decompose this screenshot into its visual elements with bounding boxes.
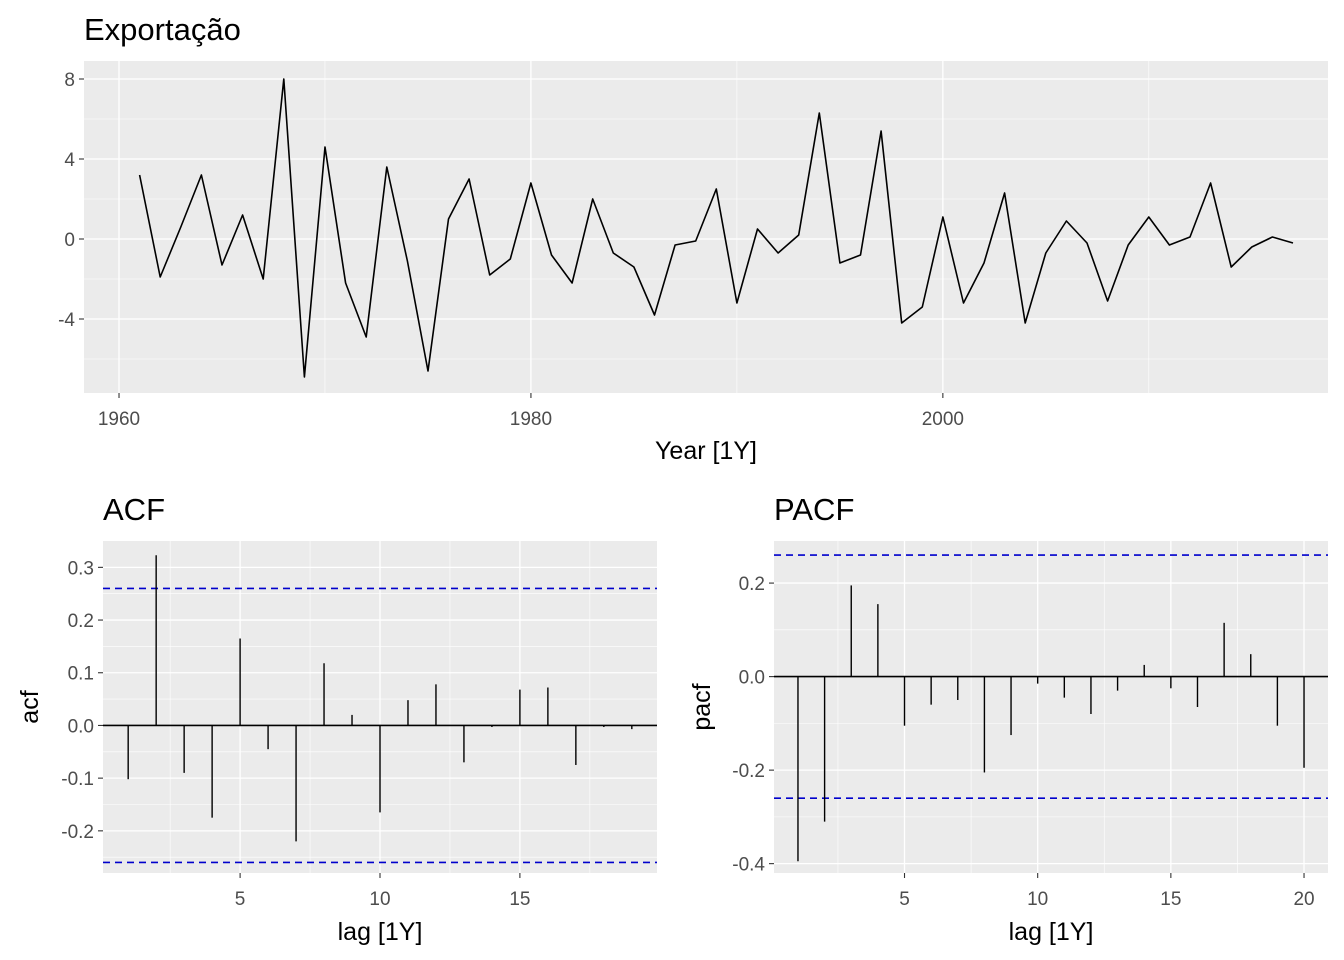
y-tick-label: 0.0 <box>68 716 94 737</box>
chart-panel-1: -0.2 -0.1 0.0 0.1 0.2 0.3 5 10 15 ACF lag [1Y] acf <box>16 492 657 946</box>
y-tick-label: -0.2 <box>61 822 94 843</box>
y-tick-label: 0.3 <box>68 558 94 579</box>
y-tick-label: -0.2 <box>732 761 765 782</box>
y-tick-label: 0.2 <box>739 574 765 595</box>
x-axis-label: lag [1Y] <box>338 918 423 946</box>
x-tick-label: 5 <box>235 889 246 910</box>
chart-panel-2: -0.4 -0.2 0.0 0.2 5 10 15 20 PACF lag [1Y] pacf <box>688 492 1328 946</box>
y-tick-label: 0 <box>64 230 75 251</box>
series-line <box>138 78 1294 378</box>
plot-background <box>84 61 1328 393</box>
x-tick-label: 15 <box>509 889 530 910</box>
x-tick-label: 10 <box>369 889 390 910</box>
y-axis-label: acf <box>16 690 44 723</box>
x-tick-label: 20 <box>1293 889 1314 910</box>
y-tick-label: 0.1 <box>68 664 94 685</box>
plot-background <box>774 541 1328 873</box>
x-tick-label: 5 <box>899 889 910 910</box>
x-tick-label: 15 <box>1160 889 1181 910</box>
chart-title: Exportação <box>84 12 241 47</box>
y-tick-label: 4 <box>64 150 75 171</box>
y-tick-label: 8 <box>64 70 75 91</box>
y-axis-label: pacf <box>688 683 716 730</box>
x-tick-label: 2000 <box>922 409 964 430</box>
y-tick-label: -4 <box>58 310 75 331</box>
chart-panel-0: -4 0 4 8 1960 1980 2000 Exportação Year [1Y] <box>58 12 1328 465</box>
x-tick-label: 10 <box>1027 889 1048 910</box>
y-tick-label: -0.4 <box>732 855 765 876</box>
y-tick-label: 0.0 <box>739 668 765 689</box>
chart-title: PACF <box>774 492 854 527</box>
x-tick-label: 1960 <box>98 409 140 430</box>
y-tick-label: -0.1 <box>61 769 94 790</box>
chart-title: ACF <box>103 492 165 527</box>
y-tick-label: 0.2 <box>68 611 94 632</box>
x-axis-label: Year [1Y] <box>655 437 757 465</box>
x-tick-label: 1980 <box>510 409 552 430</box>
x-axis-label: lag [1Y] <box>1009 918 1094 946</box>
